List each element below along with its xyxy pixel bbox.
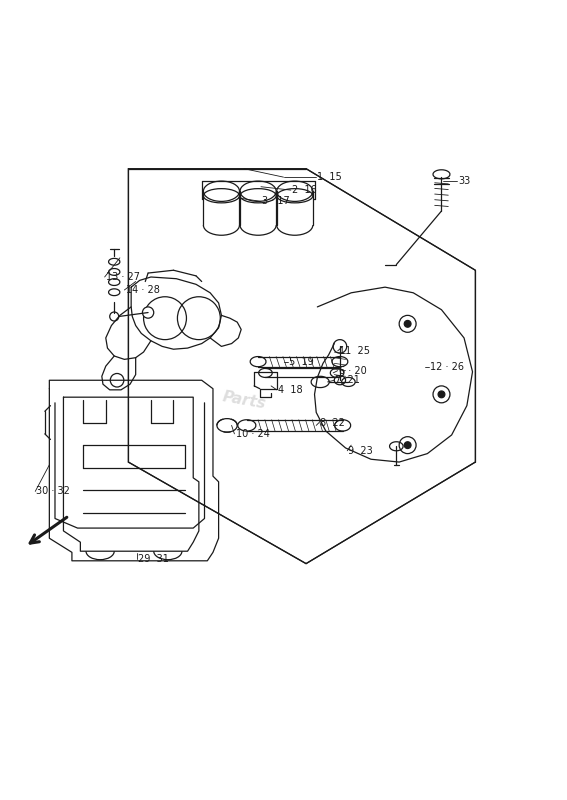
Text: 10 · 24: 10 · 24 <box>235 429 269 439</box>
Text: 12 · 26: 12 · 26 <box>430 362 464 372</box>
Circle shape <box>399 437 416 454</box>
Circle shape <box>399 315 416 332</box>
Text: Parts: Parts <box>221 389 267 411</box>
Text: 14 · 28: 14 · 28 <box>125 285 159 295</box>
Text: 2  16: 2 16 <box>292 185 317 195</box>
Text: 4  18: 4 18 <box>278 385 302 395</box>
Text: 3 · 17: 3 · 17 <box>262 196 290 206</box>
Circle shape <box>438 391 445 398</box>
Circle shape <box>404 321 411 327</box>
Text: 8  22: 8 22 <box>320 418 345 427</box>
Circle shape <box>404 442 411 449</box>
Text: 29  31: 29 31 <box>138 554 169 564</box>
Circle shape <box>142 307 154 318</box>
Text: 6 · 20: 6 · 20 <box>339 366 366 376</box>
Text: 9  23: 9 23 <box>348 446 373 456</box>
Text: 30 · 32: 30 · 32 <box>36 486 70 497</box>
Circle shape <box>111 374 124 387</box>
Circle shape <box>110 312 119 321</box>
Text: 13 · 27: 13 · 27 <box>106 272 140 282</box>
Text: 7  21: 7 21 <box>336 375 360 386</box>
Text: 33: 33 <box>458 176 471 186</box>
Text: 1  15: 1 15 <box>318 172 342 182</box>
Text: 11  25: 11 25 <box>339 346 370 356</box>
Text: 5  19: 5 19 <box>289 357 314 366</box>
Circle shape <box>433 386 450 403</box>
